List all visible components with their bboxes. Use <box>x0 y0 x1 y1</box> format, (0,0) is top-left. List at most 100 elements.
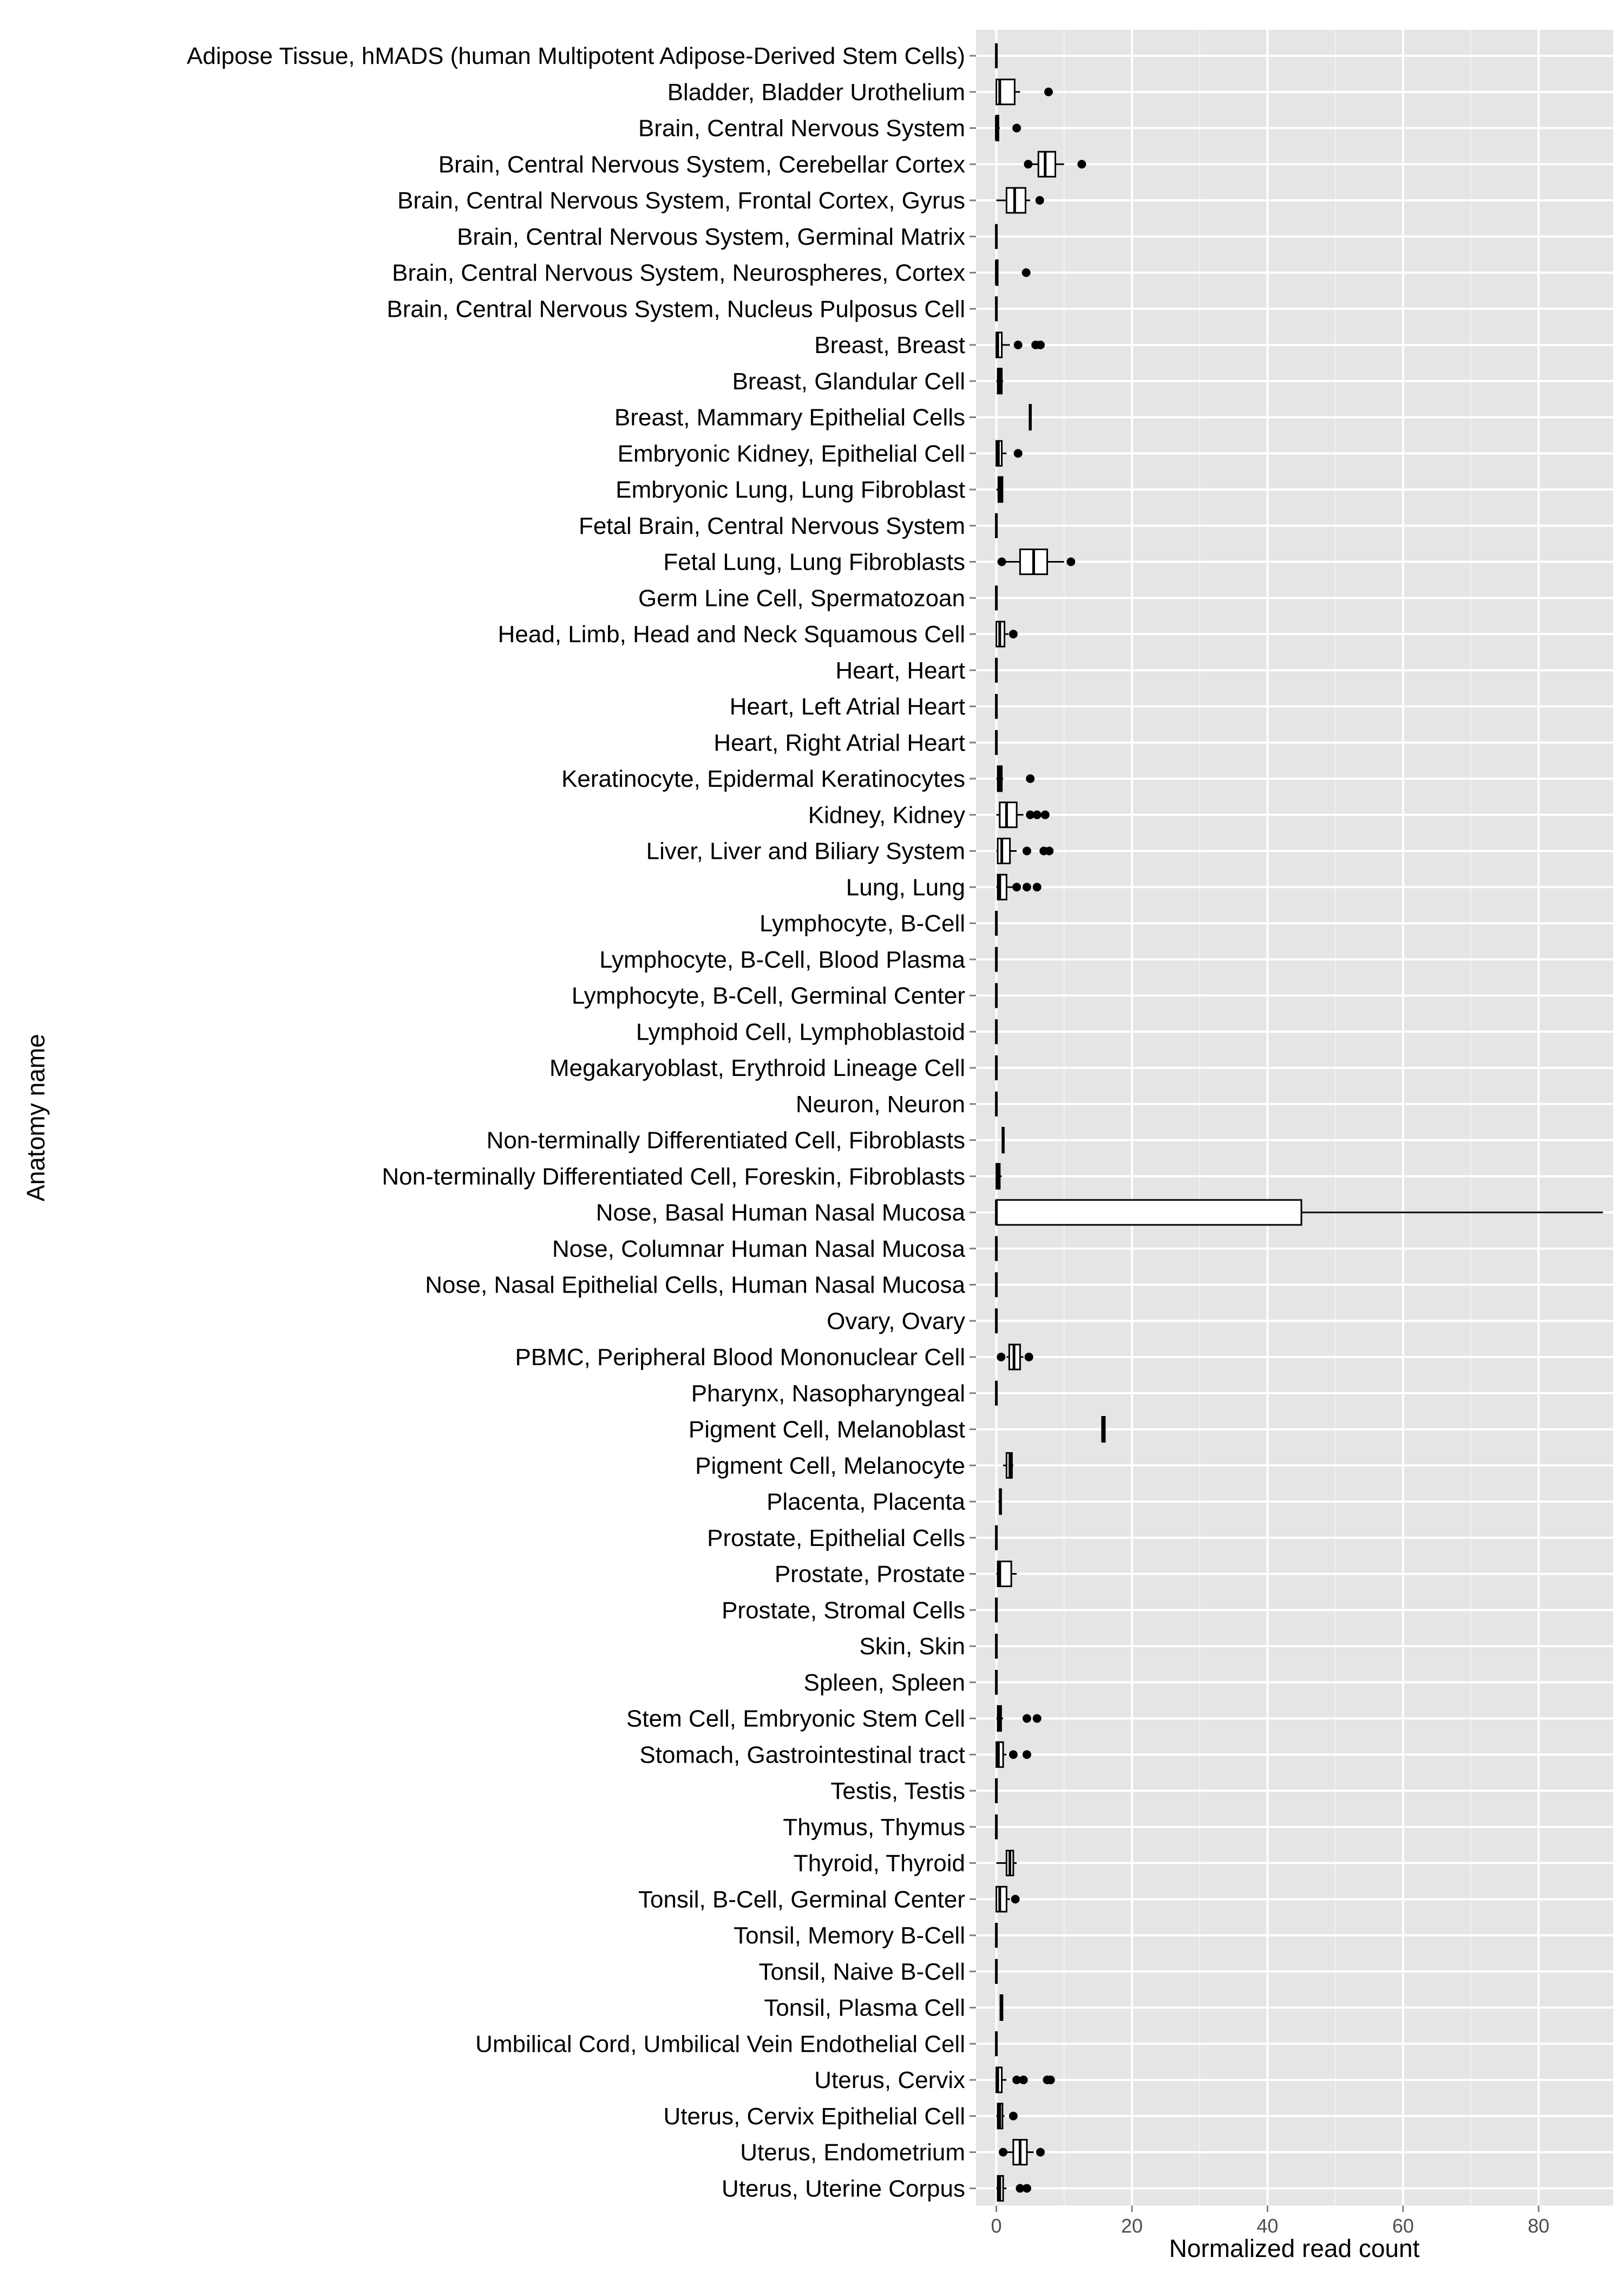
outlier-point <box>1009 2111 1018 2121</box>
outlier-point <box>1026 810 1035 819</box>
outlier-point <box>1022 2184 1031 2193</box>
box <box>996 2066 1003 2093</box>
y-tick-label: Brain, Central Nervous System, Germinal … <box>457 224 965 250</box>
y-tick-label: Breast, Glandular Cell <box>732 368 965 395</box>
box-group <box>996 476 1004 503</box>
y-tick-label: Uterus, Endometrium <box>740 2139 965 2166</box>
y-tick-label: Nose, Columnar Human Nasal Mucosa <box>552 1236 966 1262</box>
outlier-point <box>1011 1895 1020 1904</box>
outlier-point <box>1040 810 1050 819</box>
outlier-point <box>997 557 1006 566</box>
y-tick-label: Nose, Basal Human Nasal Mucosa <box>596 1199 966 1226</box>
outlier-point <box>1044 87 1053 96</box>
outlier-point <box>1035 196 1044 205</box>
box-group <box>995 115 1021 141</box>
y-tick-label: Tonsil, B-Cell, Germinal Center <box>638 1886 965 1913</box>
y-tick-label: Thymus, Thymus <box>783 1814 965 1841</box>
y-tick-label: Adipose Tissue, hMADS (human Multipotent… <box>187 43 965 69</box>
box-group <box>996 1705 1042 1732</box>
outlier-point <box>1032 810 1042 819</box>
y-tick-label: Uterus, Cervix Epithelial Cell <box>663 2103 965 2130</box>
y-tick-label: Brain, Central Nervous System, Nucleus P… <box>387 296 965 322</box>
outlier-point <box>1021 268 1031 277</box>
y-tick-label: Stomach, Gastrointestinal tract <box>639 1741 965 1768</box>
box-group <box>996 440 1023 467</box>
box-group <box>996 838 1054 864</box>
y-tick-label: Lymphoid Cell, Lymphoblastoid <box>636 1019 965 1045</box>
y-tick-label: Lymphocyte, B-Cell, Germinal Center <box>572 983 965 1009</box>
y-tick-label: Spleen, Spleen <box>804 1669 965 1696</box>
outlier-point <box>1045 846 1054 856</box>
box-group <box>998 1488 1002 1515</box>
box-group <box>997 1343 1033 1371</box>
y-tick-label: Pharynx, Nasopharyngeal <box>691 1380 965 1407</box>
outlier-point <box>1012 123 1021 133</box>
y-tick-label: Heart, Left Atrial Heart <box>730 694 965 720</box>
y-tick-label: Bladder, Bladder Urothelium <box>667 79 965 106</box>
outlier-point <box>1012 883 1021 892</box>
y-tick-label: Tonsil, Naive B-Cell <box>759 1959 965 1985</box>
box-group <box>995 259 1031 286</box>
box-group <box>996 1741 1031 1768</box>
box-group <box>1024 151 1086 178</box>
y-tick-label: Heart, Heart <box>835 657 965 684</box>
box-group <box>996 2066 1055 2093</box>
y-tick-label: Liver, Liver and Biliary System <box>646 838 965 865</box>
panel-background <box>976 30 1613 2206</box>
x-axis-title: Normalized read count <box>1169 2234 1420 2262</box>
box-group <box>996 765 1035 792</box>
y-tick-label: PBMC, Peripheral Blood Mononuclear Cell <box>515 1344 965 1371</box>
y-tick-labels: Adipose Tissue, hMADS (human Multipotent… <box>187 43 976 2202</box>
outlier-point <box>1032 883 1042 892</box>
y-tick-label: Fetal Brain, Central Nervous System <box>579 513 965 539</box>
y-tick-label: Lymphocyte, B-Cell, Blood Plasma <box>599 947 965 973</box>
box-group <box>996 2175 1031 2202</box>
y-tick-label: Embryonic Kidney, Epithelial Cell <box>618 440 965 467</box>
outlier-point <box>1012 2076 1021 2084</box>
box-group <box>996 331 1045 358</box>
y-tick-label: Thyroid, Thyroid <box>794 1850 965 1877</box>
grid-lines <box>976 30 1613 2206</box>
outlier-point <box>1046 2076 1055 2084</box>
box-group <box>996 801 1050 828</box>
box-group <box>996 873 1042 901</box>
box <box>996 1885 1007 1913</box>
box-group <box>1003 1452 1013 1479</box>
y-tick-label: Prostate, Prostate <box>775 1561 965 1588</box>
box-group <box>996 1850 1017 1876</box>
outlier-point <box>1019 2076 1028 2084</box>
box-group <box>1001 1127 1005 1153</box>
x-ticks: 0 20 40 60 80 <box>991 2206 1549 2237</box>
y-tick-label: Breast, Mammary Epithelial Cells <box>614 404 965 431</box>
y-tick-label: Head, Limb, Head and Neck Squamous Cell <box>498 621 965 648</box>
y-tick-label: Brain, Central Nervous System, Cerebella… <box>438 151 965 178</box>
box-group <box>1029 404 1032 430</box>
outlier-point <box>1013 449 1023 458</box>
box <box>996 1199 1302 1226</box>
outlier-point <box>1022 846 1031 856</box>
outlier-point <box>1022 883 1031 892</box>
box-group <box>996 79 1053 106</box>
box <box>996 331 1003 358</box>
y-tick-label: Breast, Breast <box>814 332 965 358</box>
outlier-point <box>1022 1750 1031 1759</box>
y-tick-label: Testis, Testis <box>830 1778 965 1804</box>
y-tick-label: Ovary, Ovary <box>827 1308 965 1334</box>
x-tick-label: 0 <box>991 2215 1002 2237</box>
outlier-point <box>1077 160 1086 169</box>
box-group <box>996 1885 1020 1913</box>
y-tick-label: Non-terminally Differentiated Cell, Fibr… <box>487 1127 965 1154</box>
outlier-point <box>1013 341 1023 349</box>
box <box>997 838 1011 864</box>
outlier-point <box>1026 774 1035 783</box>
box-group <box>1101 1416 1106 1443</box>
y-tick-label: Brain, Central Nervous System <box>638 115 965 142</box>
outlier-point <box>1009 630 1018 638</box>
box-group <box>996 368 1004 395</box>
y-tick-label: Nose, Nasal Epithelial Cells, Human Nasa… <box>425 1272 965 1299</box>
outlier-point <box>1009 1750 1018 1759</box>
y-axis-title: Anatomy name <box>22 1034 50 1201</box>
outlier-point <box>999 2148 1008 2157</box>
box <box>1037 151 1056 178</box>
